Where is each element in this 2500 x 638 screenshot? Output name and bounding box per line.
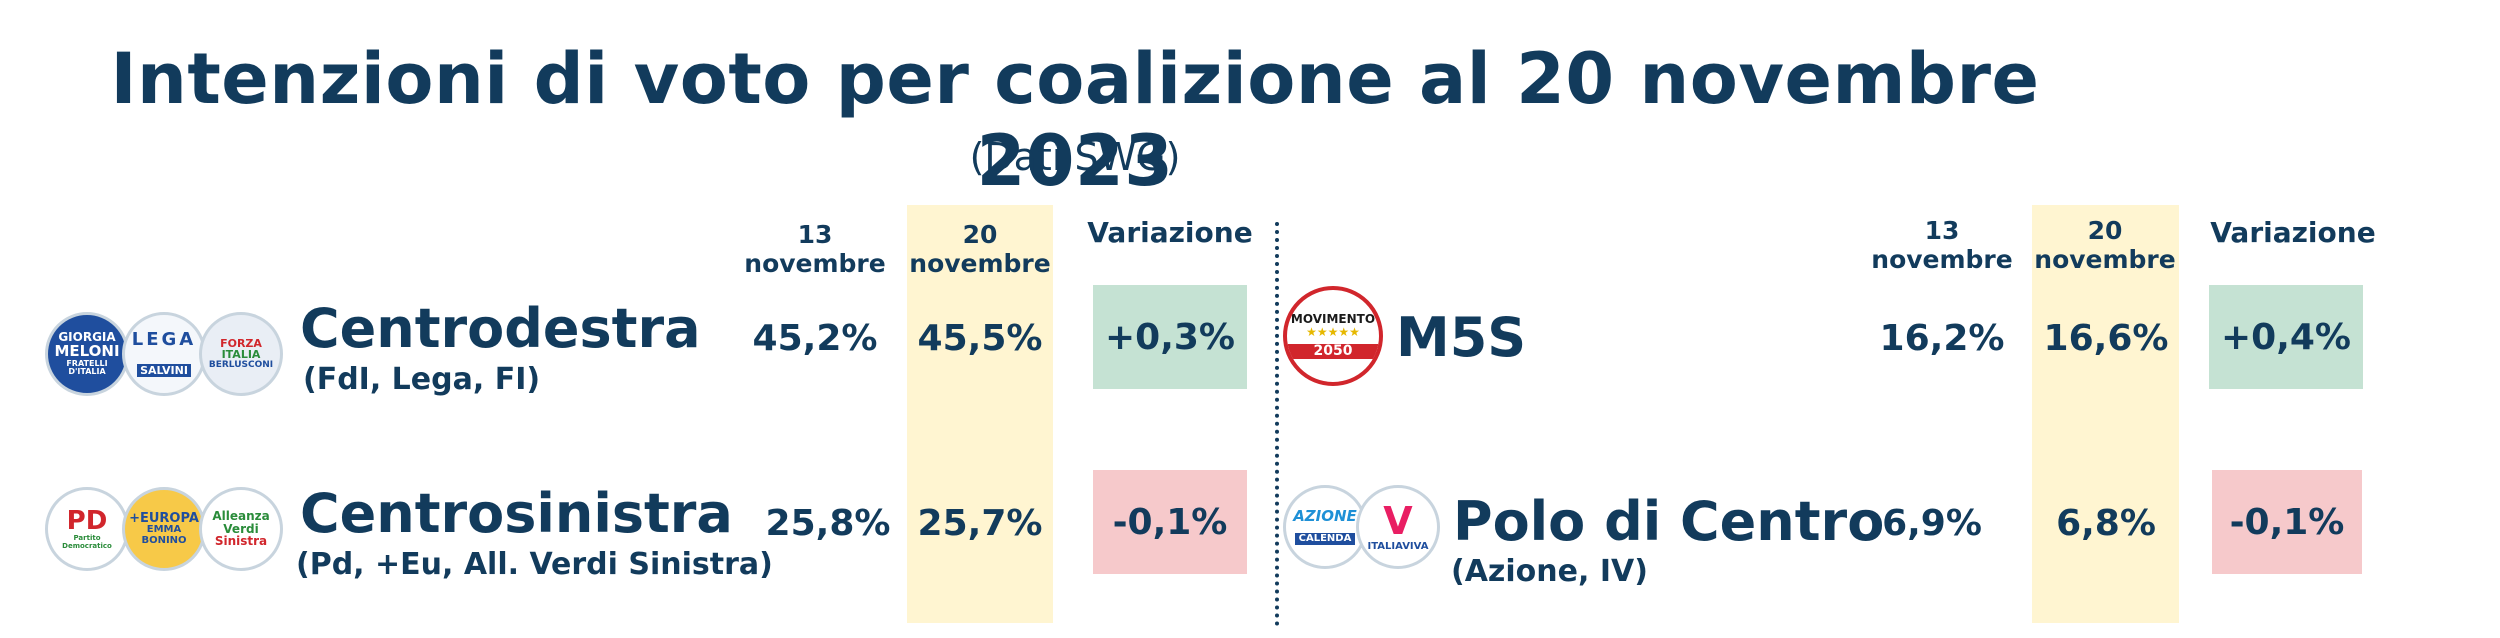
column-header-20-nov-right: 20 novembre xyxy=(2034,216,2176,274)
chart-title: Intenzioni di voto per coalizione al 20 … xyxy=(110,38,2040,202)
coalition-detail-centrosinistra: (Pd, +Eu, All. Verdi Sinistra) xyxy=(296,547,773,582)
pd-logo-icon: PD Partito Democratico xyxy=(45,487,129,571)
lega-logo-icon: LEGA SALVINI xyxy=(122,312,206,396)
value-polo-di-centro-20-nov: 6,8% xyxy=(2056,503,2156,544)
variation-m5s: +0,4% xyxy=(2209,285,2363,389)
coalition-detail-centrodestra: (FdI, Lega, FI) xyxy=(303,362,541,397)
coalition-detail-polo-di-centro: (Azione, IV) xyxy=(1451,554,1648,589)
value-polo-di-centro-13-nov: 6,9% xyxy=(1882,503,1982,544)
value-centrosinistra-13-nov: 25,8% xyxy=(765,503,891,544)
coalition-name-centrodestra: Centrodestra xyxy=(300,297,701,360)
meloni-logo-icon: GIORGIA MELONI FRATELLI D'ITALIA xyxy=(45,312,129,396)
column-header-20-nov-left: 20 novembre xyxy=(909,220,1051,278)
m5s-logo-icon: MOVIMENTO ★★★★★ 2050 xyxy=(1283,286,1383,386)
column-header-13-nov-right: 13 novembre xyxy=(1871,216,2013,274)
highlight-column-left xyxy=(907,205,1053,623)
column-header-variazione-right: Variazione xyxy=(2210,216,2376,249)
coalition-name-polo-di-centro: Polo di Centro xyxy=(1453,490,1885,553)
italia-viva-logo-icon: V ITALIAVIVA xyxy=(1356,485,1440,569)
forza-italia-logo-icon: FORZA ITALIA BERLUSCONI xyxy=(199,312,283,396)
coalition-name-m5s: M5S xyxy=(1396,306,1527,369)
value-centrosinistra-20-nov: 25,7% xyxy=(917,503,1043,544)
variation-centrosinistra: -0,1% xyxy=(1093,470,1247,574)
value-centrodestra-13-nov: 45,2% xyxy=(752,318,878,359)
value-m5s-20-nov: 16,6% xyxy=(2043,318,2169,359)
coalition-name-centrosinistra: Centrosinistra xyxy=(300,482,733,545)
chart-subtitle: (Dati SWG) xyxy=(969,135,1181,179)
column-header-13-nov-left: 13 novembre xyxy=(744,220,886,278)
column-header-variazione-left: Variazione xyxy=(1087,216,1253,249)
variation-polo-di-centro: -0,1% xyxy=(2212,470,2362,574)
piu-europa-logo-icon: +EUROPA EMMA BONINO xyxy=(122,487,206,571)
value-centrodestra-20-nov: 45,5% xyxy=(917,318,1043,359)
azione-logo-icon: AZIONE CALENDA xyxy=(1283,485,1367,569)
highlight-column-right xyxy=(2032,205,2179,623)
value-m5s-13-nov: 16,2% xyxy=(1879,318,2005,359)
column-divider xyxy=(1275,222,1279,626)
variation-centrodestra: +0,3% xyxy=(1093,285,1247,389)
avs-logo-icon: Alleanza Verdi Sinistra xyxy=(199,487,283,571)
